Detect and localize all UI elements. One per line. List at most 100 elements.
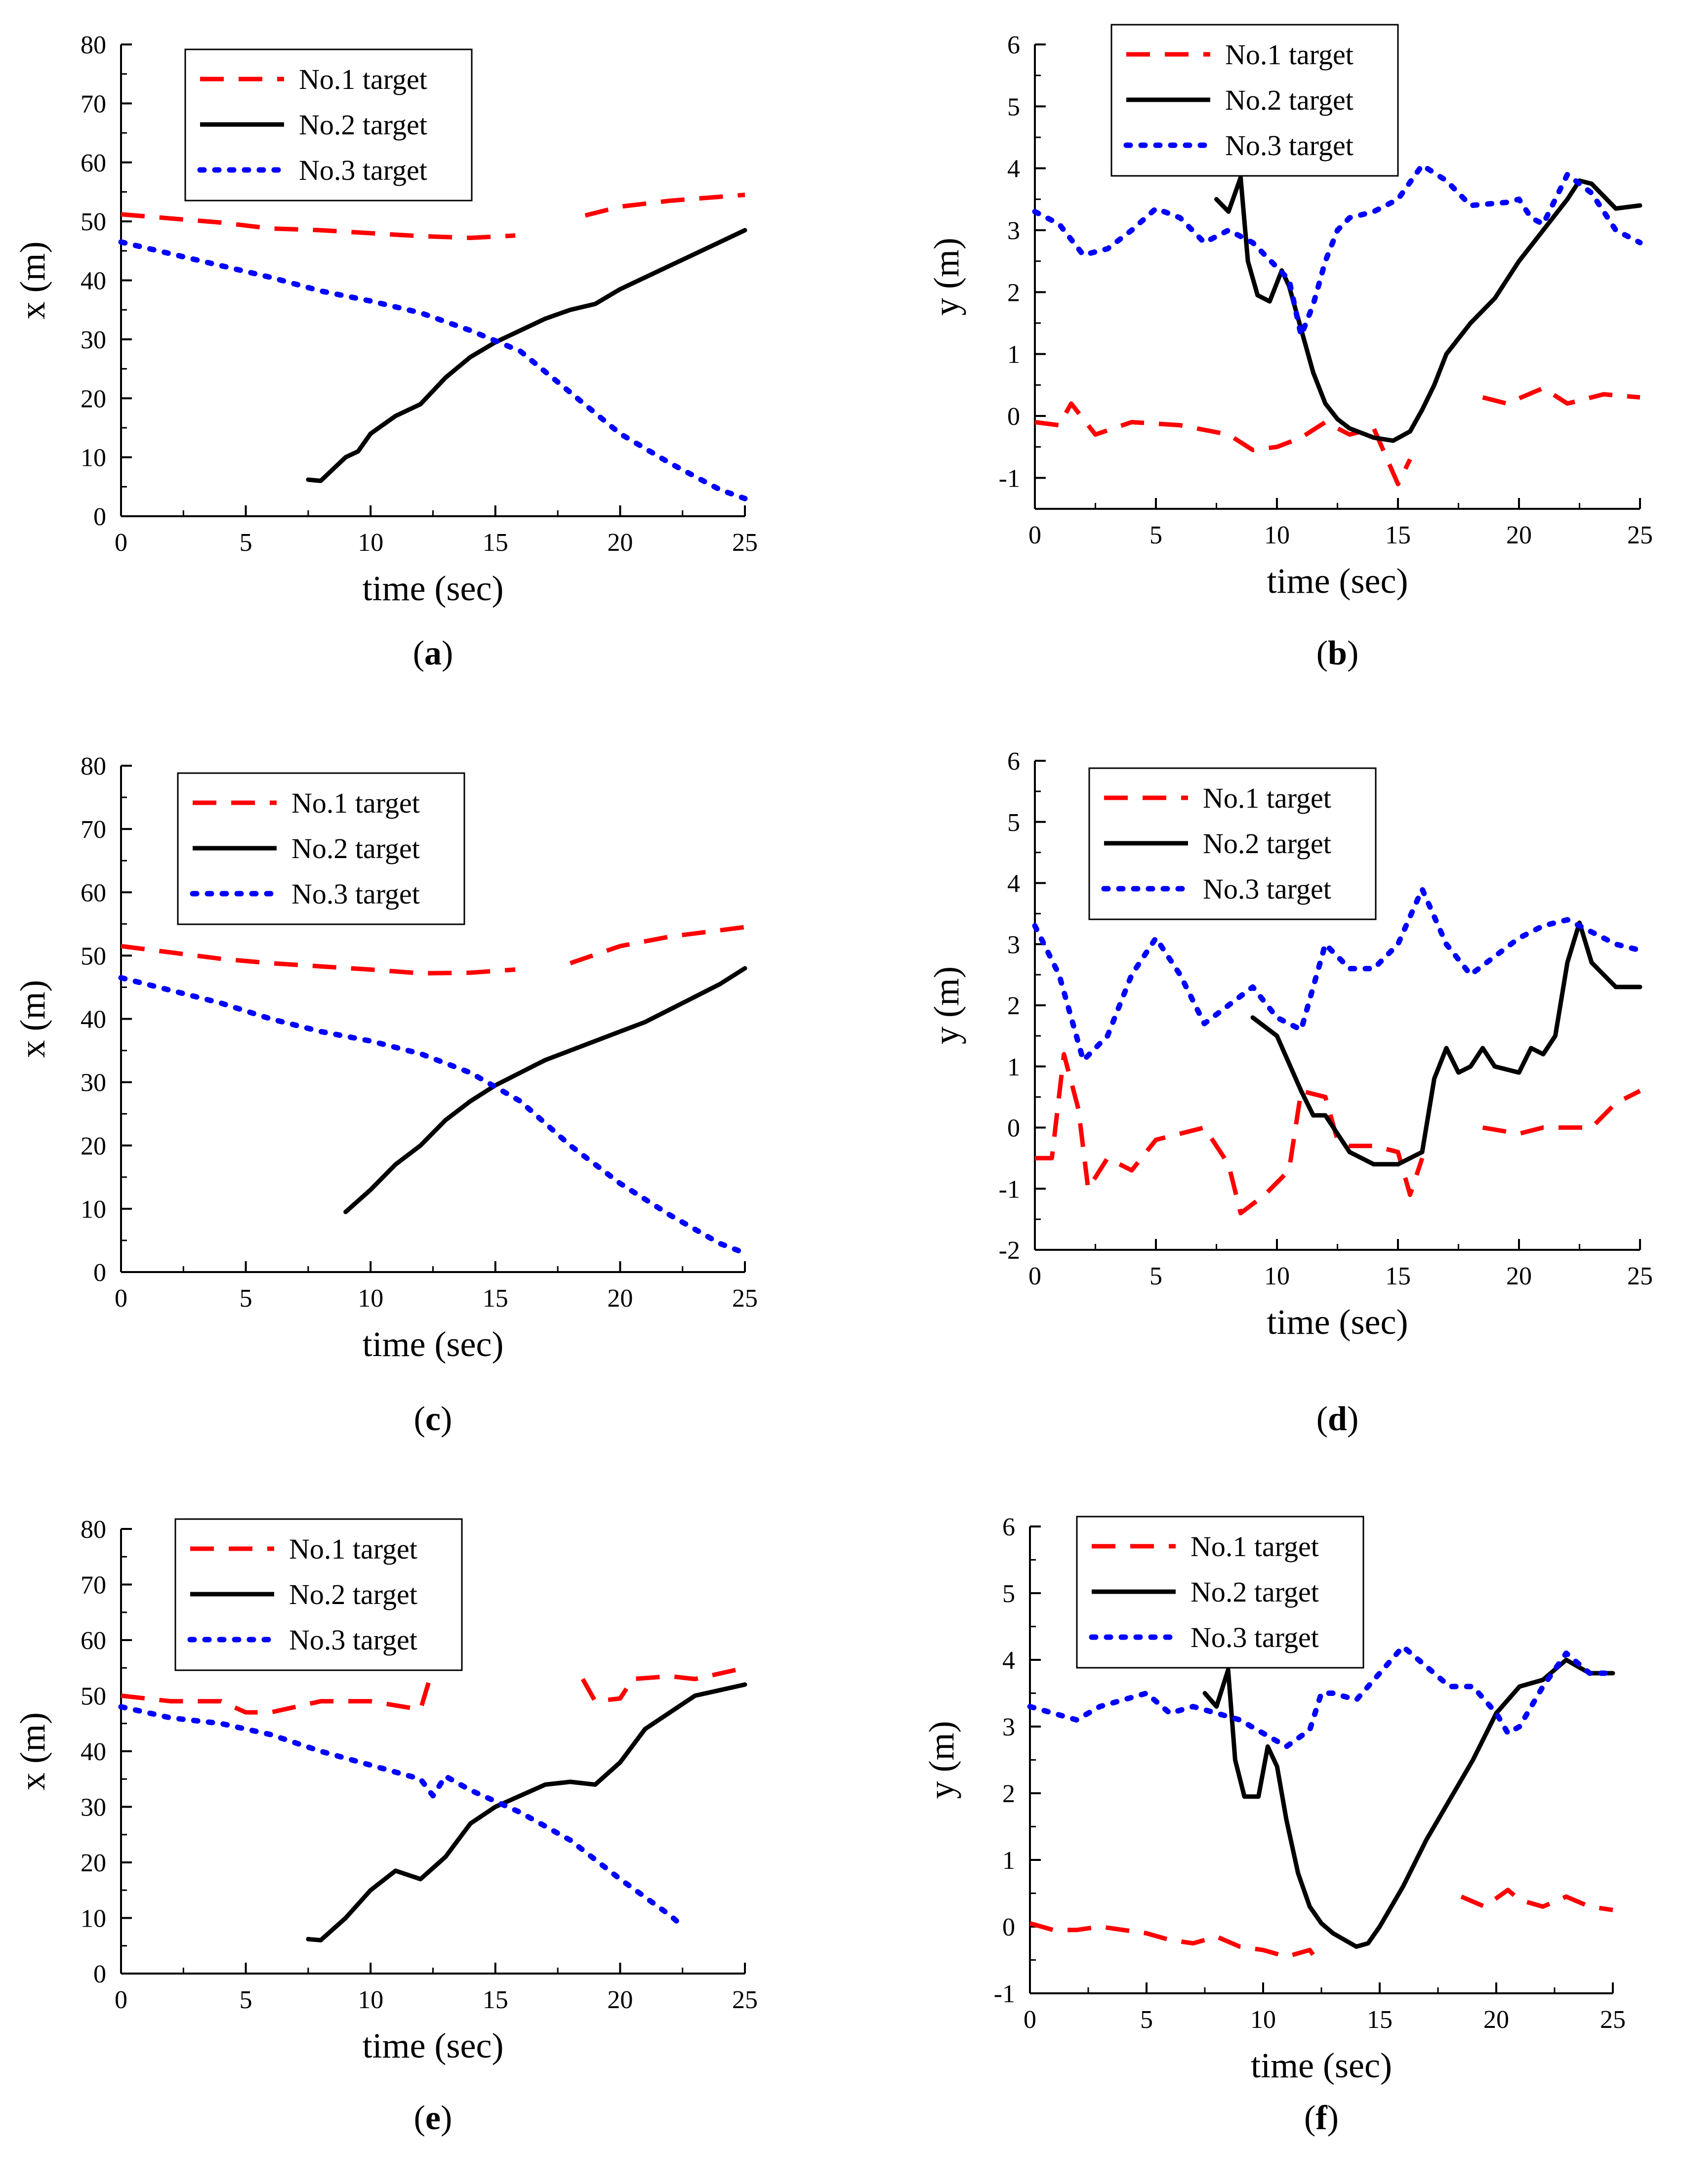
legend-label-1: No.1 target bbox=[1190, 1530, 1319, 1563]
series-line-1 bbox=[121, 212, 516, 240]
legend-label-2: No.2 target bbox=[291, 832, 420, 865]
y-tick-label: 10 bbox=[81, 1905, 106, 1933]
y-tick-label: 40 bbox=[81, 267, 106, 295]
y-tick-label: 5 bbox=[1007, 809, 1020, 837]
x-tick-label: 20 bbox=[1483, 2006, 1509, 2034]
series-line-1 bbox=[1460, 1888, 1613, 1912]
x-tick-label: 5 bbox=[1140, 2006, 1153, 2034]
y-tick-label: 5 bbox=[1007, 93, 1020, 121]
legend: No.1 target No.2 target No.3 target bbox=[1110, 24, 1399, 177]
y-tick-label: 80 bbox=[81, 1516, 106, 1544]
x-tick-label: 15 bbox=[1385, 521, 1411, 549]
x-tick-label: 20 bbox=[1506, 1262, 1532, 1290]
panel-c: 0 5 10 15 20 25 0 10 20 30 40 50 60 70 80 time (sec) x (… bbox=[13, 752, 758, 1438]
y-tick-label: 50 bbox=[81, 942, 106, 970]
x-tick-label: 10 bbox=[1264, 1262, 1290, 1290]
y-tick-label: 1 bbox=[1002, 1847, 1015, 1875]
y-tick-label: 0 bbox=[1002, 1913, 1015, 1941]
y-tick-label: -1 bbox=[999, 464, 1020, 493]
series-line-1 bbox=[121, 944, 516, 976]
y-axis-label: x (m) bbox=[13, 1712, 52, 1790]
y-tick-label: 10 bbox=[81, 444, 106, 472]
series-line-2 bbox=[306, 228, 747, 483]
series-line-1 bbox=[584, 192, 745, 218]
y-tick-label: 50 bbox=[81, 1683, 106, 1711]
x-axis-label: time (sec) bbox=[363, 569, 504, 608]
legend: No.1 target No.2 target No.3 target bbox=[174, 1518, 463, 1671]
y-tick-label: 30 bbox=[81, 1794, 106, 1822]
y-tick-label: -1 bbox=[994, 1980, 1015, 2008]
legend: No.1 target No.2 target No.3 target bbox=[1088, 767, 1377, 920]
y-tick-label: 4 bbox=[1002, 1647, 1015, 1675]
x-tick-label: 0 bbox=[1024, 2006, 1036, 2034]
series-line-3 bbox=[1027, 1644, 1616, 1749]
x-tick-label: 15 bbox=[1385, 1262, 1411, 1290]
x-tick-label: 20 bbox=[607, 1284, 633, 1313]
legend-label-1: No.1 target bbox=[299, 63, 427, 95]
legend-label-3: No.3 target bbox=[1225, 129, 1354, 162]
y-tick-label: 4 bbox=[1007, 870, 1020, 898]
y-axis-label: y (m) bbox=[927, 238, 966, 316]
x-axis-label: time (sec) bbox=[363, 2026, 504, 2065]
y-tick-label: 6 bbox=[1002, 1513, 1015, 1541]
x-tick-label: 25 bbox=[1627, 521, 1653, 549]
y-tick-label: 4 bbox=[1007, 155, 1020, 183]
y-tick-label: -1 bbox=[999, 1175, 1020, 1203]
panel-e: 0 5 10 15 20 25 0 10 20 30 40 50 60 70 80 time (sec) x (… bbox=[13, 1516, 758, 2137]
y-tick-label: 0 bbox=[93, 503, 106, 531]
series-line-2 bbox=[343, 966, 747, 1214]
x-tick-label: 20 bbox=[1506, 521, 1532, 549]
y-tick-label: 70 bbox=[81, 1571, 106, 1600]
y-tick-label: 50 bbox=[81, 208, 106, 236]
y-tick-label: 20 bbox=[81, 1132, 106, 1160]
legend-label-1: No.1 target bbox=[289, 1533, 417, 1565]
x-tick-label: 15 bbox=[483, 1284, 508, 1313]
y-tick-label: 2 bbox=[1007, 279, 1020, 307]
x-tick-label: 5 bbox=[1149, 521, 1162, 549]
x-tick-label: 25 bbox=[1627, 1262, 1653, 1290]
legend-label-3: No.3 target bbox=[299, 154, 427, 186]
y-tick-label: 10 bbox=[81, 1195, 106, 1224]
x-tick-label: 0 bbox=[115, 529, 127, 557]
legend-label-3: No.3 target bbox=[1203, 873, 1331, 905]
series-line-1 bbox=[1029, 1921, 1319, 1962]
x-tick-label: 0 bbox=[1028, 1262, 1041, 1290]
panel-caption: (b) bbox=[1316, 634, 1359, 672]
x-tick-label: 15 bbox=[483, 1986, 508, 2014]
series-line-3 bbox=[118, 1704, 686, 1929]
panel-b: 0 5 10 15 20 25 -1 0 1 2 3 4 5 6 time (sec) y (m) No.1 t… bbox=[927, 24, 1653, 672]
y-tick-label: 6 bbox=[1007, 31, 1020, 59]
panel-a: 0 5 10 15 20 25 0 10 20 30 40 50 60 70 80 time (sec) x (… bbox=[13, 31, 758, 672]
series-line-1 bbox=[1035, 1052, 1425, 1216]
y-tick-label: 5 bbox=[1002, 1580, 1015, 1608]
legend: No.1 target No.2 target No.3 target bbox=[177, 772, 465, 925]
series-line-1 bbox=[569, 925, 745, 966]
x-tick-label: 5 bbox=[1149, 1262, 1162, 1290]
y-axis-label: y (m) bbox=[922, 1721, 961, 1799]
x-tick-label: 15 bbox=[483, 529, 508, 557]
panel-caption: (c) bbox=[414, 1400, 452, 1438]
legend-label-1: No.1 target bbox=[291, 787, 420, 819]
y-tick-label: 70 bbox=[81, 90, 106, 118]
panel-caption: (e) bbox=[414, 2099, 452, 2137]
panel-caption: (d) bbox=[1316, 1400, 1359, 1438]
series-line-3 bbox=[1032, 886, 1643, 1063]
series-line-2 bbox=[1214, 175, 1642, 443]
legend-label-1: No.1 target bbox=[1225, 39, 1354, 71]
x-tick-label: 5 bbox=[240, 529, 252, 557]
y-tick-label: 0 bbox=[93, 1259, 106, 1287]
panel-f: 0 5 10 15 20 25 -1 0 1 2 3 4 5 6 time (sec) y (m) No.1 t… bbox=[922, 1513, 1626, 2137]
y-tick-label: 30 bbox=[81, 1069, 106, 1097]
series-line-3 bbox=[1032, 162, 1643, 338]
x-tick-label: 0 bbox=[1028, 521, 1041, 549]
series-line-1 bbox=[1482, 1089, 1641, 1136]
legend: No.1 target No.2 target No.3 target bbox=[184, 48, 473, 202]
series-line-1 bbox=[1034, 401, 1412, 487]
y-tick-label: 6 bbox=[1007, 747, 1020, 776]
series-line-1 bbox=[1482, 386, 1641, 406]
y-tick-label: 40 bbox=[81, 1006, 106, 1034]
legend-label-2: No.2 target bbox=[289, 1578, 417, 1610]
x-tick-label: 25 bbox=[732, 529, 758, 557]
y-tick-label: 20 bbox=[81, 385, 106, 413]
x-tick-label: 5 bbox=[240, 1284, 252, 1313]
